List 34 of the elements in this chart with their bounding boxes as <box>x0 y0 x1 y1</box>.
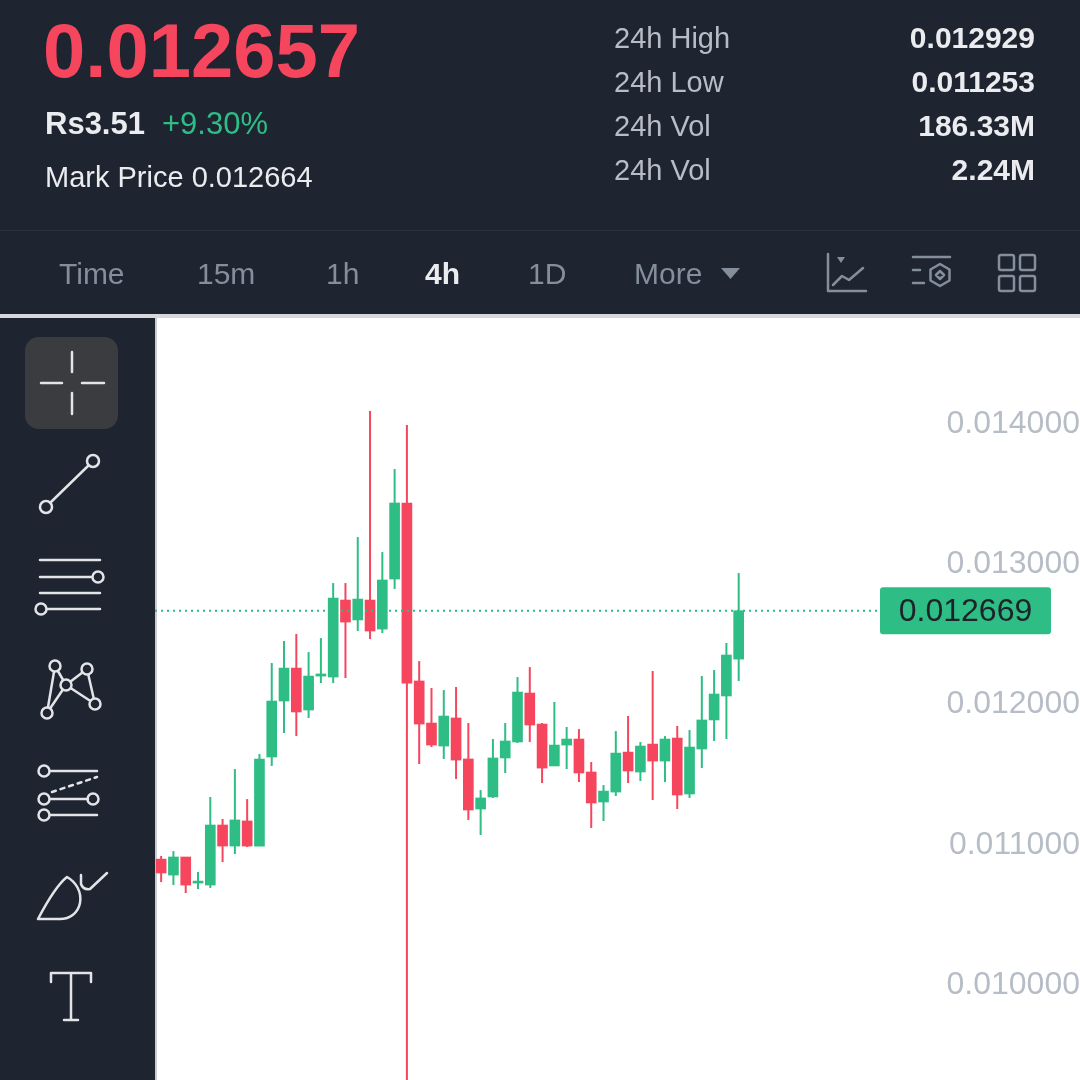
text: More <box>634 257 703 290</box>
candlestick <box>659 735 671 784</box>
y-tick-label: 0.013000 <box>946 544 1080 581</box>
text: 15m <box>197 257 256 290</box>
y-tick-label: 0.012000 <box>946 684 1080 721</box>
candlestick <box>647 670 658 802</box>
candlestick <box>549 701 560 767</box>
text: 24h Vol <box>614 153 711 186</box>
text: 24h Vol <box>614 109 711 142</box>
y-tick-label: 0.010000 <box>946 964 1080 1001</box>
chart-title: 0.012657 <box>43 8 360 93</box>
text: 0.011253 <box>911 65 1035 98</box>
text: 24h Low <box>614 65 724 98</box>
text: 1h <box>326 257 360 290</box>
candlestick <box>155 855 167 884</box>
y-tick-label: 0.014000 <box>946 403 1080 440</box>
text: Rs3.51 <box>45 105 145 141</box>
text: 0.012929 <box>909 21 1035 54</box>
text: 2.24M <box>951 153 1035 186</box>
text: 1D <box>528 257 567 290</box>
candlestick <box>622 715 634 785</box>
candlestick <box>340 582 351 680</box>
candlestick <box>217 817 228 864</box>
text: 4h <box>425 257 461 290</box>
candlestick <box>168 850 179 887</box>
y-tick-label: 0.011000 <box>948 824 1080 861</box>
text: 24h High <box>614 21 731 54</box>
text: Time <box>59 257 125 290</box>
text: +9.30% <box>162 105 269 141</box>
ref-line-label: 0.012669 <box>898 591 1033 628</box>
text: 186.33M <box>918 109 1035 142</box>
candlestick <box>561 725 572 771</box>
candlestick <box>475 789 486 836</box>
text: Mark Price 0.012664 <box>45 160 313 193</box>
